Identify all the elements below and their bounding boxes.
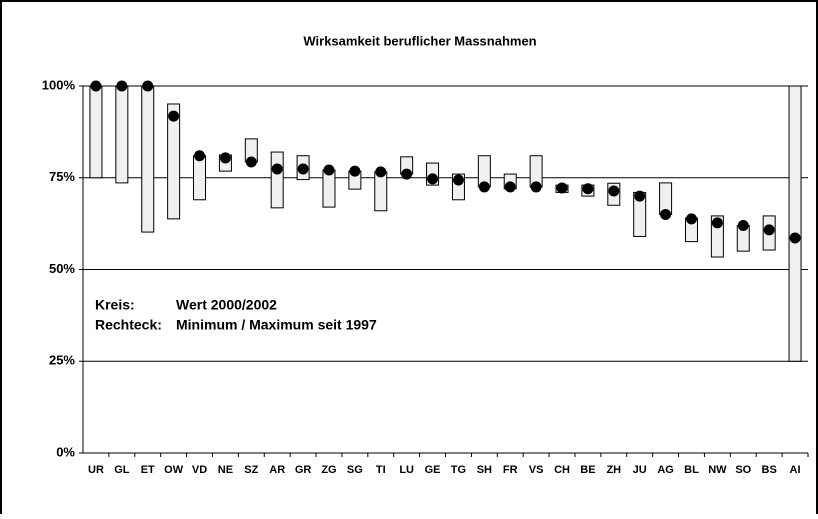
value-dot	[556, 182, 568, 194]
value-dot	[90, 80, 102, 92]
x-tick-label: VS	[529, 464, 544, 476]
x-tick-label: AG	[657, 464, 674, 476]
value-dot	[168, 110, 180, 122]
range-box	[89, 85, 103, 179]
value-dot	[452, 174, 464, 186]
x-tick-label: OW	[164, 464, 184, 476]
x-tick-label: GL	[114, 464, 130, 476]
value-dot	[116, 80, 128, 92]
value-dot	[608, 185, 620, 197]
x-tick-label: NE	[218, 464, 233, 476]
value-dot	[789, 232, 801, 244]
x-tick-label: ZH	[606, 464, 621, 476]
x-tick-label: TG	[451, 464, 466, 476]
range-box	[788, 85, 802, 362]
value-dot	[142, 80, 154, 92]
value-dot	[763, 224, 775, 236]
x-tick-label: BS	[762, 464, 777, 476]
x-tick-label: AI	[790, 464, 801, 476]
x-tick-label: FR	[503, 464, 518, 476]
x-tick-label: GE	[425, 464, 441, 476]
x-tick-label: CH	[554, 464, 570, 476]
y-tick-label: 50%	[49, 261, 75, 276]
value-dot	[530, 181, 542, 193]
value-dot	[245, 156, 257, 168]
value-dot	[349, 165, 361, 177]
range-box	[322, 169, 336, 208]
legend-text: Wert 2000/2002	[176, 297, 277, 313]
range-box	[141, 85, 155, 233]
value-dot	[737, 219, 749, 231]
x-tick-label: AR	[269, 464, 285, 476]
value-dot	[427, 173, 439, 185]
legend-key: Rechteck:	[95, 317, 162, 333]
x-tick-label: ET	[141, 464, 155, 476]
value-dot	[711, 217, 723, 229]
value-dot	[660, 208, 672, 220]
value-dot	[401, 168, 413, 180]
x-tick-label: UR	[88, 464, 104, 476]
x-tick-label: TI	[376, 464, 386, 476]
value-dot	[478, 181, 490, 193]
x-tick-label: SG	[347, 464, 363, 476]
legend-key: Kreis:	[95, 297, 135, 313]
x-tick-label: GR	[295, 464, 312, 476]
value-dot	[271, 163, 283, 175]
x-tick-label: SO	[735, 464, 751, 476]
x-tick-label: NW	[708, 464, 727, 476]
value-dot	[582, 183, 594, 195]
x-tick-label: BL	[684, 464, 699, 476]
x-tick-label: VD	[192, 464, 207, 476]
y-tick-label: 75%	[49, 169, 75, 184]
value-dot	[634, 190, 646, 202]
x-tick-label: ZG	[321, 464, 336, 476]
range-box	[167, 103, 181, 220]
x-tick-label: SH	[477, 464, 492, 476]
value-dot	[194, 150, 206, 162]
range-box	[374, 171, 388, 212]
range-box	[193, 155, 207, 201]
value-dot	[685, 213, 697, 225]
range-box	[115, 85, 129, 184]
value-dot	[219, 152, 231, 164]
y-tick-label: 0%	[56, 444, 75, 459]
x-tick-label: JU	[633, 464, 647, 476]
value-dot	[297, 163, 309, 175]
value-dot	[504, 181, 516, 193]
y-tick-label: 100%	[42, 77, 76, 92]
x-tick-label: LU	[399, 464, 414, 476]
x-tick-label: SZ	[244, 464, 258, 476]
legend-text: Minimum / Maximum seit 1997	[176, 317, 377, 333]
value-dot	[375, 166, 387, 178]
x-tick-label: BE	[580, 464, 595, 476]
y-tick-label: 25%	[49, 353, 75, 368]
value-dot	[323, 164, 335, 176]
chart-title: Wirksamkeit beruflicher Massnahmen	[303, 33, 536, 48]
range-box	[270, 151, 284, 209]
